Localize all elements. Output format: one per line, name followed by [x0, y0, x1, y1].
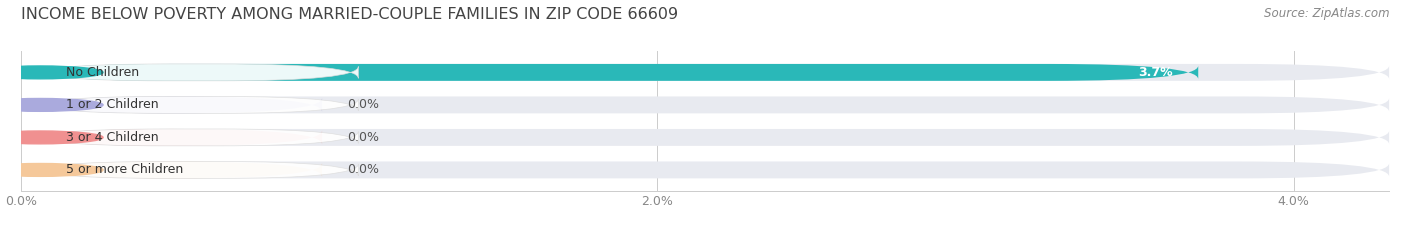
Text: 3 or 4 Children: 3 or 4 Children [66, 131, 159, 144]
FancyBboxPatch shape [21, 64, 1198, 81]
Text: INCOME BELOW POVERTY AMONG MARRIED-COUPLE FAMILIES IN ZIP CODE 66609: INCOME BELOW POVERTY AMONG MARRIED-COUPL… [21, 7, 678, 22]
FancyBboxPatch shape [24, 129, 359, 146]
Text: 5 or more Children: 5 or more Children [66, 163, 183, 176]
Text: 1 or 2 Children: 1 or 2 Children [66, 98, 159, 111]
FancyBboxPatch shape [24, 161, 359, 178]
Circle shape [0, 66, 103, 79]
FancyBboxPatch shape [21, 96, 1389, 113]
Text: Source: ZipAtlas.com: Source: ZipAtlas.com [1264, 7, 1389, 20]
FancyBboxPatch shape [21, 129, 1389, 146]
FancyBboxPatch shape [21, 129, 322, 146]
Text: No Children: No Children [66, 66, 139, 79]
Circle shape [0, 164, 103, 176]
FancyBboxPatch shape [21, 96, 322, 113]
Text: 3.7%: 3.7% [1139, 66, 1173, 79]
FancyBboxPatch shape [21, 64, 1389, 81]
Text: 0.0%: 0.0% [347, 98, 380, 111]
Text: 0.0%: 0.0% [347, 131, 380, 144]
FancyBboxPatch shape [24, 64, 359, 81]
FancyBboxPatch shape [21, 161, 322, 178]
FancyBboxPatch shape [21, 161, 1389, 178]
Text: 0.0%: 0.0% [347, 163, 380, 176]
FancyBboxPatch shape [24, 96, 359, 113]
Circle shape [0, 131, 103, 144]
Circle shape [0, 99, 103, 111]
